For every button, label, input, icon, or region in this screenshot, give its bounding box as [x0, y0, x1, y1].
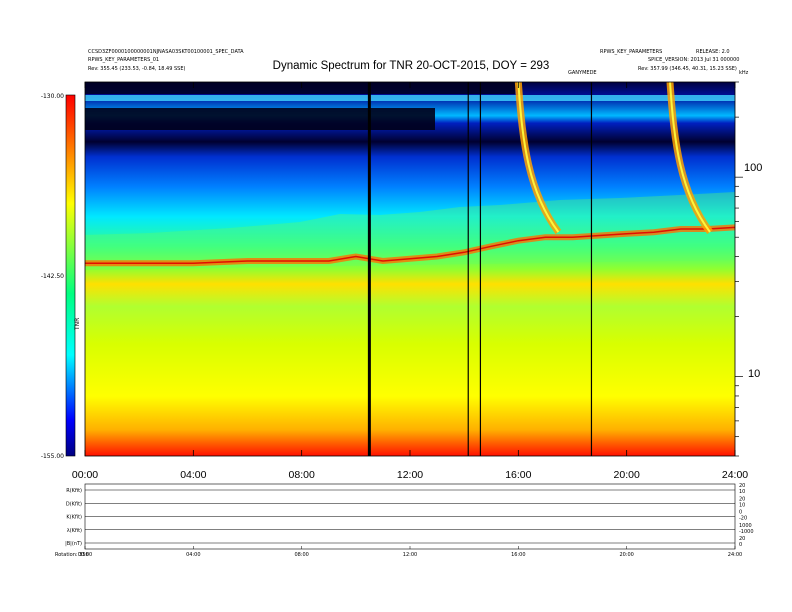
x-tick-label: 16:00: [505, 469, 531, 481]
spectrogram-x-ticks: [84, 82, 736, 456]
ephemeris-right-tick: 0: [739, 542, 742, 548]
y-tick-100: 100: [744, 162, 762, 174]
header-left-line2: RPWS_KEY_PARAMETERS_01: [88, 57, 159, 63]
ganymede-label: GANYMEDE: [568, 70, 597, 76]
colorbar-label: TNR: [74, 318, 81, 331]
ephemeris-right-tick: 10: [739, 502, 745, 508]
chart-title: Dynamic Spectrum for TNR 20-OCT-2015, DO…: [273, 60, 550, 72]
ephemeris-series-label: R(Kfit): [66, 488, 82, 494]
auroral-burst-core-1: [669, 82, 711, 233]
ephemeris-series-label: K(Kfit): [66, 515, 82, 521]
ephemeris-x-label: 12:00: [403, 552, 417, 558]
x-tick-label: 08:00: [289, 469, 315, 481]
header-left-line3: Rev: 355.45 (233.53, -0.84, 18.49 SSE): [88, 66, 186, 72]
ephemeris-x-label: 08:00: [294, 552, 308, 558]
ephemeris-right-tick: 10: [739, 489, 745, 495]
ephemeris-right-tick: -1000: [739, 529, 754, 535]
colorbar-tick-top: -130.00: [41, 93, 64, 100]
ephemeris-right-tick: 0: [739, 510, 742, 516]
x-tick-label: 24:00: [722, 469, 748, 481]
spectrogram-y-ticks: [735, 81, 743, 457]
x-tick-labels: 00:00 04:00 08:00 12:00 16:00 20:00 24:00: [72, 469, 748, 481]
y-tick-10: 10: [748, 368, 760, 380]
ephemeris-x-label: 16:00: [511, 552, 525, 558]
colorbar-tick-bottom: -155.00: [41, 453, 64, 460]
ephemeris-right-tick: 20: [739, 496, 745, 502]
ephemeris-series-label: λ(Kfit): [67, 528, 82, 534]
ephemeris-lines: [84, 489, 736, 549]
header-right-line1b: RELEASE: 2.0: [696, 49, 730, 55]
plasma-line-core: [85, 226, 735, 265]
ephemeris-x-label: 04:00: [186, 552, 200, 558]
ephemeris-x-label: 00:00: [78, 552, 92, 558]
x-tick-label: 12:00: [397, 469, 423, 481]
ephemeris-right-tick: 20: [739, 536, 745, 542]
footer-label: Rotation: 356: [55, 552, 89, 558]
auroral-burst-core-0: [517, 82, 560, 233]
ephemeris-series-label: |B|(nT): [65, 541, 82, 547]
spectrogram-background: [85, 82, 735, 456]
ephemeris-labels: R(Kfit)2010D(Kfit)2010K(Kfit)0-20λ(Kfit)…: [65, 483, 753, 558]
x-tick-label: 04:00: [180, 469, 206, 481]
spectrogram: [85, 82, 735, 456]
colorbar: [66, 95, 75, 456]
ephemeris-series-label: D(Kfit): [66, 501, 82, 507]
header-right-line1: RPWS_KEY_PARAMETERS: [600, 49, 662, 55]
ephemeris-x-label: 24:00: [728, 552, 742, 558]
header-left-line1: CCSD3ZF0000100000001NJNASA03SKT00100001_…: [88, 49, 244, 55]
ephemeris-right-tick: 20: [739, 483, 745, 489]
colorbar-tick-mid: -142.50: [41, 273, 64, 280]
x-tick-label: 00:00: [72, 469, 98, 481]
header-right-line2: SPICE_VERSION: 2013 Jul 31 000000: [648, 57, 739, 63]
ephemeris-right-tick: -20: [739, 516, 747, 522]
spectral-features: [85, 82, 735, 456]
khz-label: kHz: [739, 70, 749, 76]
header-right-line3: Rev: 357.99 (346.45, 40.31, 15.23 SSE): [638, 66, 737, 72]
ephemeris-x-label: 20:00: [619, 552, 633, 558]
ephemeris-right-tick: 1000: [739, 523, 752, 529]
x-tick-label: 20:00: [614, 469, 640, 481]
